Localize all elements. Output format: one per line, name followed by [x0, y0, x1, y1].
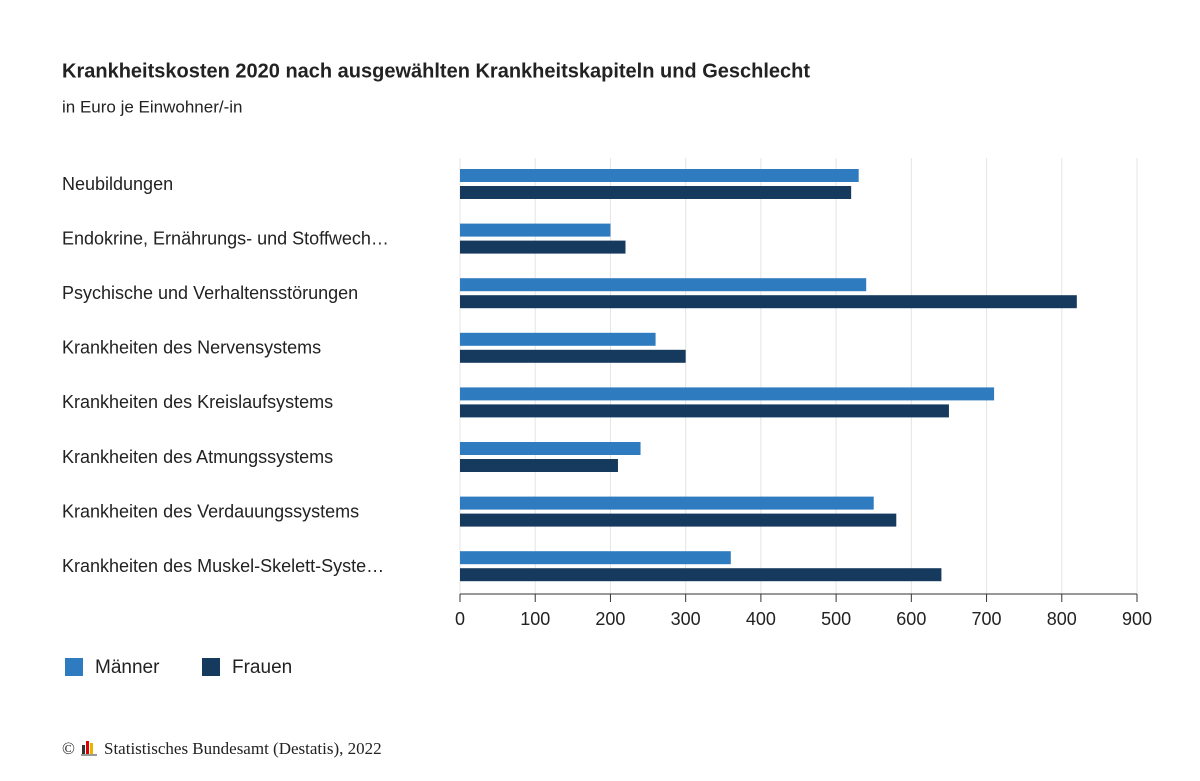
source: Statistisches Bundesamt (Destatis), 2022	[104, 739, 382, 758]
bar	[460, 295, 1077, 309]
bar	[460, 551, 731, 565]
legend-swatch	[202, 658, 220, 676]
x-tick-label: 300	[671, 609, 701, 629]
x-tick-label: 800	[1047, 609, 1077, 629]
bar	[460, 404, 949, 418]
bar	[460, 442, 641, 455]
legend-label: Frauen	[232, 657, 292, 678]
x-tick-label: 700	[972, 609, 1002, 629]
x-tick-label: 900	[1122, 609, 1152, 629]
category-label: Endokrine, Ernährungs- und Stoffwech…	[62, 228, 389, 248]
chart-title: Krankheitskosten 2020 nach ausgewählten …	[62, 60, 810, 82]
x-tick-label: 0	[455, 609, 465, 629]
category-label: Psychische und Verhaltensstörungen	[62, 283, 358, 303]
bar	[460, 240, 626, 254]
x-tick-label: 400	[746, 609, 776, 629]
category-label: Neubildungen	[62, 174, 173, 194]
x-tick-label: 600	[896, 609, 926, 629]
bar	[460, 513, 897, 527]
source-logo	[81, 741, 97, 756]
legend-label: Männer	[95, 657, 160, 678]
bar	[460, 169, 859, 182]
x-tick-label: 200	[595, 609, 625, 629]
category-label: Krankheiten des Kreislaufsystems	[62, 392, 333, 412]
bar	[460, 278, 867, 292]
bar	[460, 387, 995, 401]
bar	[460, 332, 656, 346]
x-tick-label: 100	[520, 609, 550, 629]
category-label: Krankheiten des Atmungssystems	[62, 447, 333, 467]
category-label: Krankheiten des Nervensystems	[62, 338, 321, 358]
bar	[460, 186, 852, 199]
bar	[460, 223, 611, 237]
category-label: Krankheiten des Verdauungssystems	[62, 501, 359, 521]
x-tick-label: 500	[821, 609, 851, 629]
chart-subtitle: in Euro je Einwohner/-in	[62, 97, 242, 116]
bar	[460, 459, 618, 472]
category-label: Krankheiten des Muskel-Skelett-Syste…	[62, 556, 384, 576]
legend-swatch	[65, 658, 83, 676]
copyright: ©	[62, 739, 75, 758]
bar	[460, 349, 686, 363]
bar	[460, 568, 942, 582]
bar	[460, 496, 874, 510]
